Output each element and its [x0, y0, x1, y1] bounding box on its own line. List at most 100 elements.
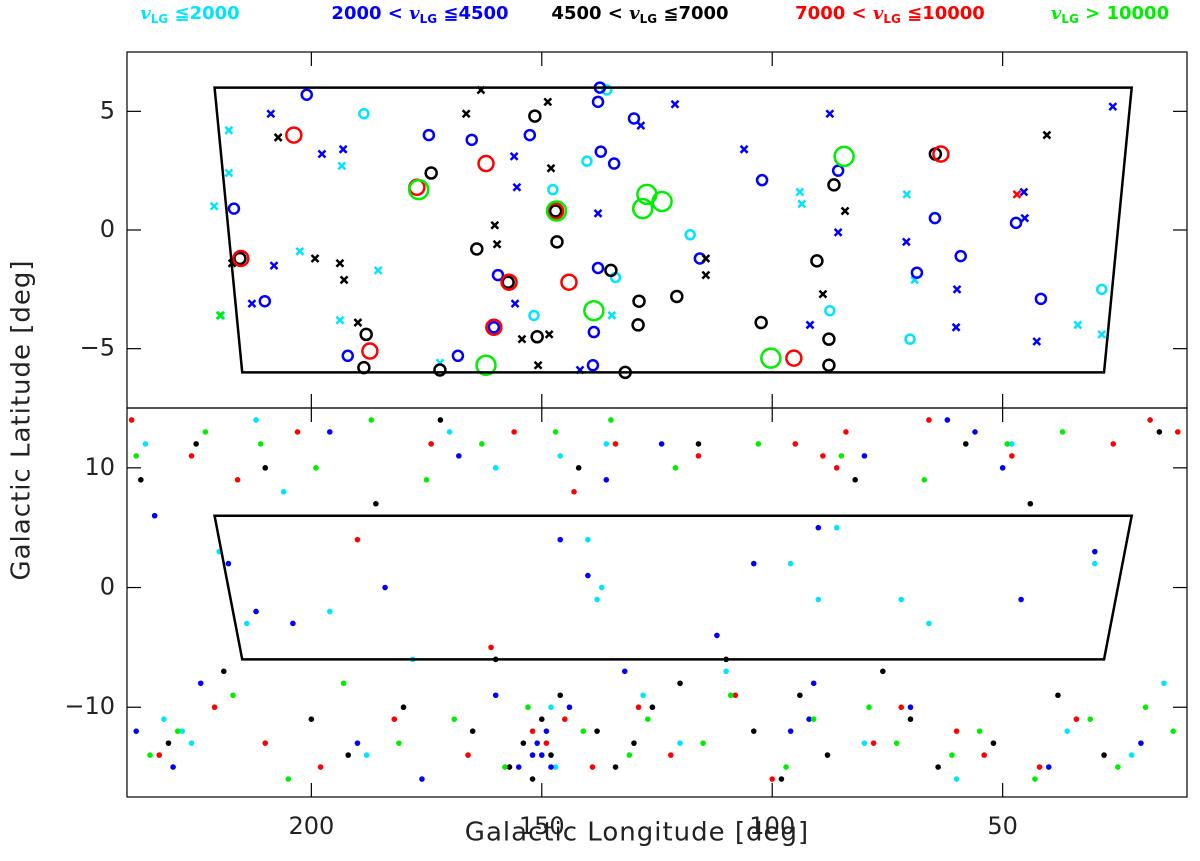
point	[313, 465, 319, 471]
legend-item: vLG > 10000	[1051, 3, 1169, 26]
point	[151, 512, 158, 519]
point	[1036, 764, 1043, 770]
point	[529, 728, 536, 734]
point	[285, 776, 292, 782]
point	[750, 728, 757, 734]
point	[165, 740, 172, 746]
point	[684, 228, 696, 241]
point	[840, 206, 850, 216]
point	[810, 254, 824, 268]
point	[492, 239, 502, 249]
point	[515, 764, 522, 770]
point	[651, 190, 673, 213]
point	[831, 164, 845, 177]
point	[224, 125, 234, 135]
point	[363, 752, 370, 758]
x-tick-label: 150	[519, 812, 565, 840]
point	[603, 441, 610, 447]
point	[701, 254, 711, 263]
point	[962, 441, 969, 447]
point	[215, 311, 225, 320]
point	[585, 572, 591, 579]
point	[373, 265, 383, 275]
point	[627, 112, 641, 125]
point	[345, 752, 352, 758]
point	[337, 161, 347, 171]
point	[335, 258, 345, 268]
legend-prefix: 4500 <	[551, 3, 629, 24]
legend-sub: LG	[640, 12, 658, 26]
point	[548, 704, 554, 711]
point	[972, 429, 978, 435]
point	[1055, 692, 1061, 699]
point	[147, 752, 153, 758]
point	[677, 740, 683, 746]
point	[422, 128, 436, 142]
point	[233, 251, 247, 266]
point	[898, 704, 905, 711]
point	[545, 200, 568, 222]
point	[224, 168, 234, 178]
point	[257, 441, 264, 447]
point	[607, 157, 621, 170]
point	[202, 429, 209, 435]
legend-suffix: ≦10000	[901, 3, 985, 24]
point	[1092, 548, 1098, 555]
point	[1073, 716, 1080, 722]
point	[465, 133, 478, 147]
point	[723, 668, 729, 675]
point	[528, 309, 540, 322]
point	[1161, 680, 1167, 687]
point	[833, 465, 840, 471]
point	[695, 453, 702, 459]
point	[548, 764, 554, 770]
point	[893, 740, 900, 746]
point	[266, 109, 276, 119]
point	[339, 275, 349, 285]
point	[580, 728, 587, 734]
point	[1138, 740, 1144, 746]
point	[901, 237, 911, 247]
point	[1012, 190, 1022, 199]
point	[253, 417, 259, 423]
point	[649, 704, 656, 711]
point	[838, 453, 845, 459]
point	[477, 154, 495, 173]
point	[543, 728, 550, 734]
point	[755, 173, 769, 187]
point	[335, 315, 345, 325]
point	[317, 149, 327, 159]
point	[197, 680, 204, 687]
legend-suffix: ≦4500	[437, 3, 508, 24]
point	[174, 728, 181, 734]
y-tick-label: −10	[64, 692, 115, 720]
x-tick-label: 100	[749, 812, 795, 840]
point	[1045, 764, 1052, 770]
point	[866, 704, 872, 711]
point	[825, 109, 835, 119]
point	[1009, 216, 1023, 230]
point	[670, 289, 684, 304]
legend-var: v	[629, 3, 640, 24]
point	[548, 752, 554, 758]
point	[833, 145, 855, 168]
point	[750, 560, 757, 567]
point	[805, 320, 815, 330]
y-tick-label: −5	[80, 334, 115, 362]
point	[170, 764, 176, 770]
point	[822, 332, 836, 346]
legend-var: v	[873, 3, 884, 24]
point	[953, 728, 960, 734]
point	[465, 752, 471, 758]
y-axis-label: Galactic Latitude [deg]	[7, 259, 37, 580]
point	[258, 294, 272, 308]
y-tick-label: 10	[84, 453, 115, 481]
point	[827, 178, 841, 192]
point	[1156, 429, 1163, 435]
point	[492, 465, 499, 471]
point	[952, 284, 962, 294]
point	[951, 322, 961, 332]
point	[944, 417, 951, 423]
point	[1073, 320, 1083, 330]
point	[361, 342, 379, 360]
